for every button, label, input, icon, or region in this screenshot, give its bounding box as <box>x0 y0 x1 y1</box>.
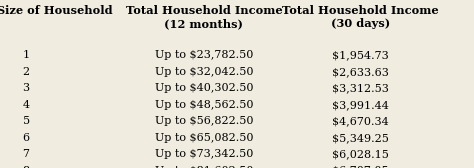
Text: Up to $48,562.50: Up to $48,562.50 <box>155 100 253 110</box>
Text: Up to $81,602.50: Up to $81,602.50 <box>155 166 253 168</box>
Text: $1,954.73: $1,954.73 <box>332 50 389 60</box>
Text: Up to $65,082.50: Up to $65,082.50 <box>155 133 253 143</box>
Text: 6: 6 <box>22 133 30 143</box>
Text: Up to $23,782.50: Up to $23,782.50 <box>155 50 253 60</box>
Text: $6,707.05: $6,707.05 <box>332 166 389 168</box>
Text: $4,670.34: $4,670.34 <box>332 116 389 126</box>
Text: Size of Household: Size of Household <box>0 5 112 16</box>
Text: $3,991.44: $3,991.44 <box>332 100 389 110</box>
Text: 5: 5 <box>22 116 30 126</box>
Text: Up to $40,302.50: Up to $40,302.50 <box>155 83 253 93</box>
Text: 7: 7 <box>23 149 29 159</box>
Text: 3: 3 <box>22 83 30 93</box>
Text: $5,349.25: $5,349.25 <box>332 133 389 143</box>
Text: Up to $32,042.50: Up to $32,042.50 <box>155 67 253 77</box>
Text: 1: 1 <box>22 50 30 60</box>
Text: $6,028.15: $6,028.15 <box>332 149 389 159</box>
Text: Total Household Income
(12 months): Total Household Income (12 months) <box>126 5 282 29</box>
Text: Up to $56,822.50: Up to $56,822.50 <box>155 116 253 126</box>
Text: Up to $73,342.50: Up to $73,342.50 <box>155 149 253 159</box>
Text: 4: 4 <box>22 100 30 110</box>
Text: 8: 8 <box>22 166 30 168</box>
Text: 2: 2 <box>22 67 30 77</box>
Text: $3,312.53: $3,312.53 <box>332 83 389 93</box>
Text: $2,633.63: $2,633.63 <box>332 67 389 77</box>
Text: Total Household Income
(30 days): Total Household Income (30 days) <box>282 5 438 29</box>
